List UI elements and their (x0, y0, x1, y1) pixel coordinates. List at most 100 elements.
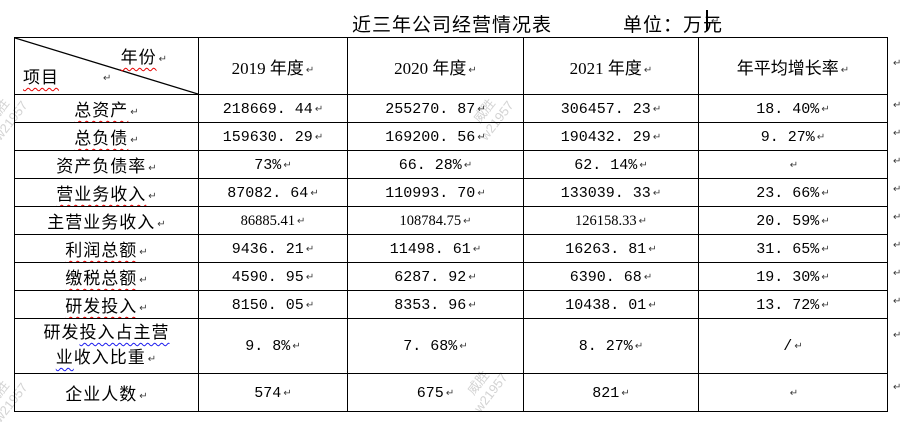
paragraph-mark: ↵ (893, 212, 902, 223)
cell-rd-ratio-2020[interactable]: 7. 68% ↵ (347, 318, 524, 374)
cell-total-liabilities-2020[interactable]: 169200. 56 ↵ (347, 122, 524, 151)
paragraph-mark: ↵ (794, 341, 803, 352)
title-line: 近三年公司经营情况表 单位：万元 ↵ (0, 6, 913, 36)
paragraph-mark: ↵ (893, 156, 902, 167)
paragraph-mark: ↵ (468, 299, 477, 311)
cell-rd-investment-2021[interactable]: 10438. 01 ↵ (523, 290, 699, 319)
cell-total-assets-growth[interactable]: 18. 40% ↵ (698, 94, 888, 123)
cell-debt-ratio-2021[interactable]: 62. 14% ↵ (523, 150, 699, 179)
paragraph-mark: ↵ (639, 159, 648, 171)
paragraph-mark: ↵ (840, 64, 850, 76)
paragraph-mark: ↵ (893, 58, 902, 69)
text-cursor (706, 10, 708, 31)
operating-data-table: 年份 ↵ 项目 ↵ 2019 年度 ↵ 2020 年度 ↵ 2021 年度 ↵ 年平均增… (14, 37, 888, 412)
cell-total-tax-2020[interactable]: 6287. 92 ↵ (347, 262, 524, 291)
cell-main-business-revenue-2021[interactable]: 126158.33 ↵ (523, 206, 699, 235)
document-title[interactable]: 近三年公司经营情况表 (352, 15, 553, 36)
table-row: 研发投入占主营 业收入比重 ↵ 9. 8% ↵ 7. 68% ↵ 8. 27% ↵ / ↵ (14, 318, 888, 374)
cell-total-assets-2019[interactable]: 218669. 44 ↵ (198, 94, 348, 123)
cell-operating-revenue-label[interactable]: 营业务收入 ↵ (14, 178, 199, 207)
cell-main-business-revenue-2020[interactable]: 108784.75 ↵ (347, 206, 524, 235)
cell-total-profit-2019[interactable]: 9436. 21 ↵ (198, 234, 348, 263)
cell-total-profit-growth[interactable]: 31. 65% ↵ (698, 234, 888, 263)
paragraph-mark: ↵ (821, 271, 830, 283)
cell-operating-revenue-2021[interactable]: 133039. 33 ↵ (523, 178, 699, 207)
cell-rd-ratio-label[interactable]: 研发投入占主营 业收入比重 ↵ (14, 318, 199, 374)
paragraph-mark: ↵ (305, 271, 315, 283)
paragraph-mark: ↵ (148, 191, 157, 202)
table-row: 资产负债率 ↵ 73% ↵ 66. 28% ↵ 62. 14% ↵ ↵ (14, 150, 888, 179)
paragraph-mark: ↵ (314, 131, 324, 143)
header-2020[interactable]: 2020 年度 ↵ (347, 37, 524, 95)
cell-rd-ratio-growth[interactable]: / ↵ (698, 318, 888, 374)
table-row: 缴税总额 ↵ 4590. 95 ↵ 6287. 92 ↵ 6390. 68 ↵ 19. … (14, 262, 888, 291)
cell-total-liabilities-growth[interactable]: 9. 27% ↵ (698, 122, 888, 151)
cell-total-profit-2021[interactable]: 16263. 81 ↵ (523, 234, 699, 263)
paragraph-mark: ↵ (468, 64, 477, 76)
paragraph-mark: ↵ (638, 215, 647, 227)
cell-employee-count-2021[interactable]: 821 ↵ (523, 373, 699, 412)
paragraph-mark: ↵ (130, 107, 139, 118)
paragraph-mark: ↵ (283, 387, 292, 399)
header-2019[interactable]: 2019 年度 ↵ (198, 37, 348, 95)
cell-employee-count-growth[interactable]: ↵ (698, 373, 888, 412)
paragraph-mark: ↵ (463, 215, 472, 227)
cell-total-tax-2021[interactable]: 6390. 68 ↵ (523, 262, 699, 291)
cell-total-tax-label[interactable]: 缴税总额 ↵ (14, 262, 199, 291)
cell-operating-revenue-growth[interactable]: 23. 66% ↵ (698, 178, 888, 207)
paragraph-mark: ↵ (477, 103, 486, 115)
cell-operating-revenue-2020[interactable]: 110993. 70 ↵ (347, 178, 524, 207)
paragraph-mark: ↵ (472, 243, 482, 255)
cell-total-profit-label[interactable]: 利润总额 ↵ (14, 234, 199, 263)
cell-main-business-revenue-2019[interactable]: 86885.41 ↵ (198, 206, 348, 235)
cell-rd-investment-label[interactable]: 研发投入 ↵ (14, 290, 199, 319)
cell-main-business-revenue-growth[interactable]: 20. 59% ↵ (698, 206, 888, 235)
paragraph-mark: ↵ (893, 184, 902, 195)
cell-employee-count-2019[interactable]: 574 ↵ (198, 373, 348, 412)
cell-total-tax-growth[interactable]: 19. 30% ↵ (698, 262, 888, 291)
unit-label[interactable]: 单位：万元 (623, 15, 724, 36)
cell-debt-ratio-growth[interactable]: ↵ (698, 150, 888, 179)
table-row: 研发投入 ↵ 8150. 05 ↵ 8353. 96 ↵ 10438. 01 ↵ 13.… (14, 290, 888, 319)
header-2021[interactable]: 2021 年度 ↵ (523, 37, 699, 95)
table-row: 主营业务收入 ↵ 86885.41 ↵ 108784.75 ↵ 126158.33 ↵ … (14, 206, 888, 235)
paragraph-mark: ↵ (445, 387, 455, 399)
paragraph-mark: ↵ (711, 16, 720, 27)
paragraph-mark: ↵ (139, 391, 148, 402)
paragraph-mark: ↵ (789, 159, 799, 171)
cell-debt-ratio-label[interactable]: 资产负债率 ↵ (14, 150, 199, 179)
cell-total-assets-2021[interactable]: 306457. 23 ↵ (523, 94, 699, 123)
paragraph-mark: ↵ (314, 103, 324, 115)
cell-operating-revenue-2019[interactable]: 87082. 64 ↵ (198, 178, 348, 207)
cell-employee-count-2020[interactable]: 675 ↵ (347, 373, 524, 412)
paragraph-mark: ↵ (893, 268, 902, 279)
paragraph-mark: ↵ (157, 219, 166, 230)
paragraph-mark: ↵ (130, 135, 139, 146)
cell-employee-count-label[interactable]: 企业人数 ↵ (14, 373, 199, 412)
paragraph-mark: ↵ (296, 215, 306, 227)
paragraph-mark: ↵ (893, 240, 902, 251)
cell-rd-investment-2020[interactable]: 8353. 96 ↵ (347, 290, 524, 319)
cell-total-liabilities-2019[interactable]: 159630. 29 ↵ (198, 122, 348, 151)
paragraph-mark: ↵ (652, 103, 662, 115)
cell-total-assets-2020[interactable]: 255270. 87 ↵ (347, 94, 524, 123)
paragraph-mark: ↵ (621, 387, 630, 399)
cell-rd-investment-2019[interactable]: 8150. 05 ↵ (198, 290, 348, 319)
corner-header-cell[interactable]: 年份 ↵ 项目 ↵ (14, 37, 199, 95)
cell-rd-ratio-2021[interactable]: 8. 27% ↵ (523, 318, 699, 374)
cell-total-profit-2020[interactable]: 11498. 61 ↵ (347, 234, 524, 263)
header-growth-rate[interactable]: 年平均增长率 ↵ (698, 37, 888, 95)
cell-debt-ratio-2019[interactable]: 73% ↵ (198, 150, 348, 179)
cell-debt-ratio-2020[interactable]: 66. 28% ↵ (347, 150, 524, 179)
cell-total-liabilities-label[interactable]: 总负债 ↵ (14, 122, 199, 151)
cell-total-assets-label[interactable]: 总资产 ↵ (14, 94, 199, 123)
paragraph-mark: ↵ (821, 243, 830, 255)
cell-rd-ratio-2019[interactable]: 9. 8% ↵ (198, 318, 348, 374)
paragraph-mark: ↵ (463, 159, 473, 171)
cell-main-business-revenue-label[interactable]: 主营业务收入 ↵ (14, 206, 199, 235)
paragraph-mark: ↵ (139, 247, 148, 258)
cell-total-tax-2019[interactable]: 4590. 95 ↵ (198, 262, 348, 291)
cell-rd-investment-growth[interactable]: 13. 72% ↵ (698, 290, 888, 319)
cell-total-liabilities-2021[interactable]: 190432. 29 ↵ (523, 122, 699, 151)
paragraph-mark: ↵ (292, 341, 301, 352)
